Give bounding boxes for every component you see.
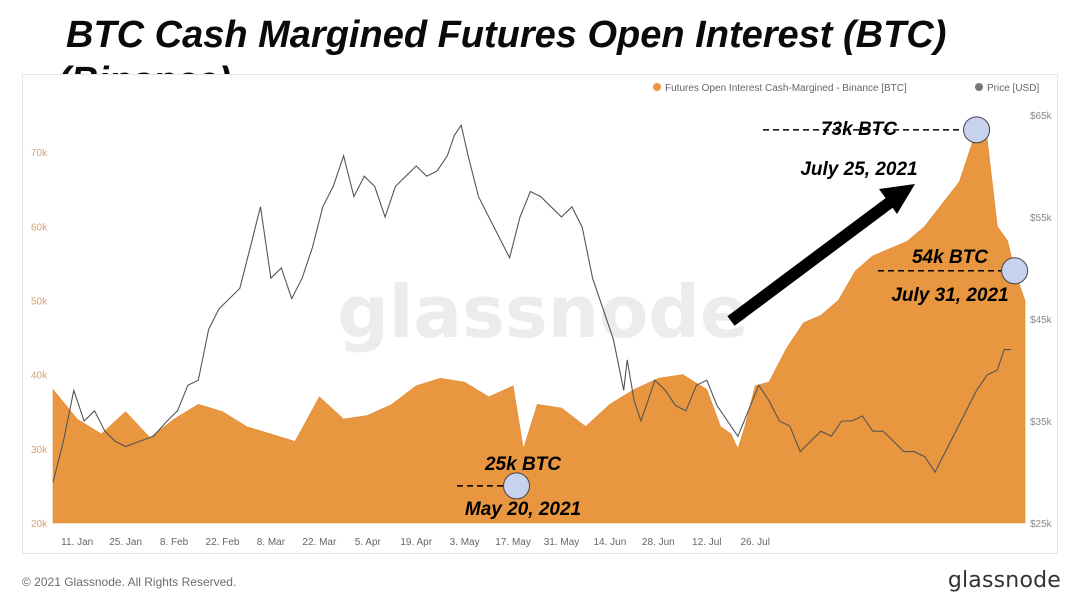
x-tick-0: 11. Jan <box>61 537 93 548</box>
x-tick-2: 8. Feb <box>160 537 189 548</box>
y-right-tick-4: $65k <box>1030 111 1053 122</box>
y-left-tick-1: 30k <box>31 445 48 456</box>
trend-arrow-shaft <box>727 195 897 326</box>
x-tick-12: 28. Jun <box>642 537 675 548</box>
annotation-date-1: July 25, 2021 <box>800 159 917 180</box>
annotation-value-2: 54k BTC <box>912 247 988 268</box>
open-interest-chart: glassnode Futures Open Interest Cash-Marg… <box>31 83 1053 548</box>
x-tick-4: 8. Mar <box>257 537 286 548</box>
y-left-tick-0: 20k <box>31 519 48 530</box>
y-right-tick-1: $35k <box>1030 417 1053 428</box>
annotation-date-2: July 31, 2021 <box>891 285 1008 306</box>
legend-marker-0 <box>653 83 661 91</box>
x-tick-13: 12. Jul <box>692 537 721 548</box>
x-tick-10: 31. May <box>544 537 580 548</box>
x-tick-3: 22. Feb <box>206 537 240 548</box>
oi-area <box>52 129 1026 524</box>
annotation-value-1: 73k BTC <box>821 119 897 140</box>
brand-logo[interactable]: glassnode <box>947 568 1061 593</box>
y-left-tick-5: 70k <box>31 148 48 159</box>
annotation-marker-0 <box>503 472 531 500</box>
y-right-tick-0: $25k <box>1030 519 1053 530</box>
annotation-marker-1 <box>963 116 991 144</box>
copyright-text: © 2021 Glassnode. All Rights Reserved. <box>22 575 237 589</box>
annotation-value-0: 25k BTC <box>484 454 561 475</box>
y-left-tick-2: 40k <box>31 371 48 382</box>
x-tick-8: 3. May <box>450 537 480 548</box>
legend-marker-1 <box>975 83 983 91</box>
x-tick-1: 25. Jan <box>109 537 142 548</box>
x-tick-11: 14. Jun <box>594 537 627 548</box>
x-tick-14: 26. Jul <box>740 537 769 548</box>
x-tick-6: 5. Apr <box>355 537 382 548</box>
y-left-tick-4: 60k <box>31 222 48 233</box>
annotation-marker-2 <box>1001 257 1029 285</box>
title-line-1: BTC Cash Margined Futures Open Interest … <box>66 14 947 56</box>
x-tick-5: 22. Mar <box>302 537 337 548</box>
legend-label-1: Price [USD] <box>987 83 1039 94</box>
x-tick-7: 19. Apr <box>400 537 432 548</box>
price-line <box>52 123 1012 483</box>
annotation-date-0: May 20, 2021 <box>465 499 581 520</box>
y-right-tick-3: $55k <box>1030 213 1053 224</box>
legend-label-0: Futures Open Interest Cash-Margined - Bi… <box>665 83 907 94</box>
trend-arrow-head <box>879 184 915 214</box>
x-tick-9: 17. May <box>495 537 531 548</box>
y-left-tick-3: 50k <box>31 296 48 307</box>
chart-frame: glassnode Futures Open Interest Cash-Marg… <box>22 74 1058 554</box>
watermark: glassnode <box>337 270 749 354</box>
y-right-tick-2: $45k <box>1030 315 1053 326</box>
